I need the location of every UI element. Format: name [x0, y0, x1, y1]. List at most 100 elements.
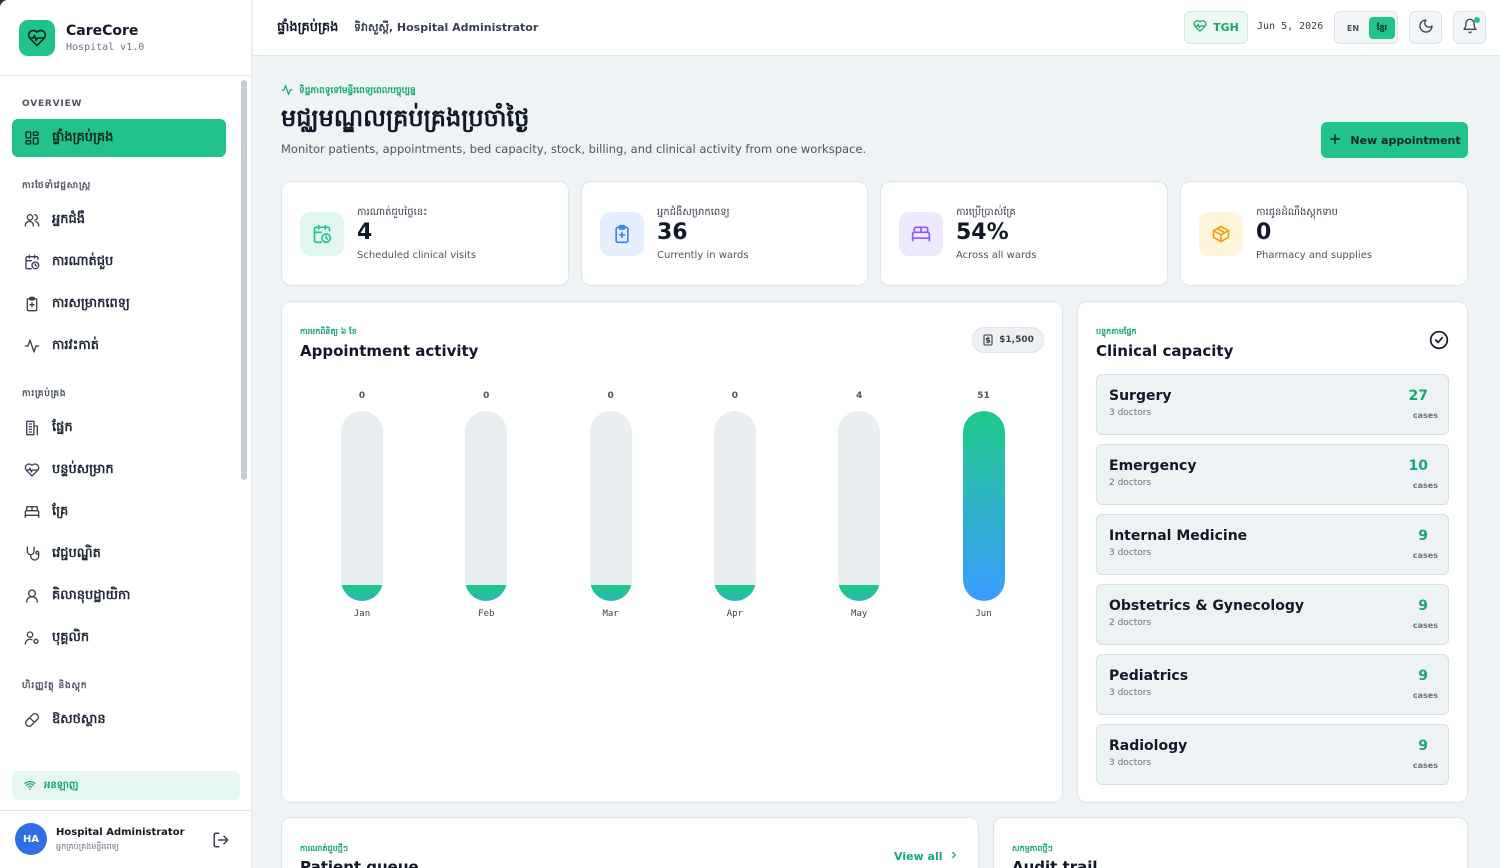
brand[interactable]: CareCore Hospital v1.0: [0, 0, 252, 76]
brand-version: Hospital v1.0: [66, 42, 145, 53]
department-row-surgery[interactable]: Surgery 3 doctors 27 cases: [1096, 374, 1449, 435]
department-doctors: 3 doctors: [1109, 758, 1152, 768]
building-icon: [23, 419, 41, 437]
bar-track[interactable]: [589, 411, 632, 601]
hospital-switcher[interactable]: TGH: [1184, 11, 1248, 44]
bar-track[interactable]: [962, 411, 1005, 601]
bar-track[interactable]: [465, 411, 508, 601]
sidebar-item-label: គិលានុបដ្ឋាយិកា: [52, 587, 131, 603]
lang-km-button[interactable]: ខ្មែរ: [1369, 17, 1395, 39]
department-count: 9: [1418, 738, 1428, 754]
online-status: អនឡាញ: [12, 771, 240, 800]
stat-value: 0: [1256, 220, 1272, 245]
bar-track[interactable]: [838, 411, 881, 601]
bar-value-label: 51: [977, 391, 990, 401]
sidebar-scrollbar-thumb[interactable]: [241, 80, 247, 480]
sidebar-item-appointments[interactable]: ការណាត់ជួប: [12, 243, 226, 281]
check-circle-icon[interactable]: [1429, 330, 1449, 350]
sidebar-item-wards[interactable]: បន្ទប់សម្រាក: [12, 451, 226, 489]
sidebar-item-staff[interactable]: បុគ្គលិក: [12, 619, 226, 657]
theme-toggle-button[interactable]: [1409, 11, 1442, 44]
notifications-button[interactable]: [1453, 11, 1486, 44]
notification-dot: [1474, 17, 1480, 23]
department-name: Emergency: [1109, 458, 1197, 474]
view-all-label: View all: [894, 850, 943, 863]
x-tick-label: May: [851, 609, 868, 619]
sidebar-item-label: បុគ្គលិក: [52, 629, 90, 645]
sidebar-item-dashboard[interactable]: ផ្ទាំងគ្រប់គ្រង: [12, 119, 226, 157]
new-appointment-button[interactable]: New appointment: [1321, 122, 1468, 158]
bar-value-label: 0: [358, 391, 366, 401]
sidebar: CareCore Hospital v1.0 OVERVIEW ផ្ទាំងគ្…: [0, 0, 252, 868]
logout-icon[interactable]: [212, 831, 230, 849]
heart-pulse-icon: [1193, 18, 1207, 37]
sidebar-item-label: អ្នកជំងឺ: [52, 211, 86, 227]
sidebar-item-doctors[interactable]: វេជ្ជបណ្ឌិត: [12, 535, 226, 573]
user-name: Hospital Administrator: [56, 827, 185, 838]
bar-value-label: 0: [607, 391, 614, 401]
page-eyebrow: ទិដ្ឋភាពទូទៅមន្ទីរពេទ្យពេលបច្ចុប្បន្ន: [281, 84, 416, 99]
department-row-emergency[interactable]: Emergency 2 doctors 10 cases: [1096, 444, 1449, 505]
sidebar-item-pharmacy[interactable]: ឱសថស្ថាន: [12, 701, 226, 739]
stat-card-admitted[interactable]: អ្នកជំងឺសម្រាកពេទ្យ 36 Currently in ward…: [581, 181, 868, 286]
activity-icon: [23, 337, 41, 355]
stat-note: Currently in wards: [657, 250, 749, 261]
department-row-radiology[interactable]: Radiology 3 doctors 9 cases: [1096, 724, 1449, 785]
bar-track[interactable]: [713, 411, 756, 601]
sidebar-item-patients[interactable]: អ្នកជំងឺ: [12, 201, 226, 239]
hospital-code: TGH: [1213, 21, 1239, 34]
x-tick-label: Apr: [726, 609, 744, 619]
calendar-clock-icon: [23, 253, 41, 271]
revenue-badge[interactable]: $1,500: [972, 327, 1044, 353]
sidebar-item-nurses[interactable]: គិលានុបដ្ឋាយិកា: [12, 577, 226, 615]
nav-section-management: ការគ្រប់គ្រង: [22, 389, 67, 399]
pill-icon: [23, 711, 41, 729]
dashboard-icon: [23, 129, 41, 147]
stat-label: ការប្រើប្រាស់គ្រែ: [956, 207, 1016, 218]
avatar[interactable]: HA: [15, 823, 47, 855]
sidebar-nav: OVERVIEW ផ្ទាំងគ្រប់គ្រង ការថែទាំវេជ្ជសា…: [0, 77, 238, 761]
bar-value-label: 0: [483, 391, 490, 401]
stat-card-bed-usage[interactable]: ការប្រើប្រាស់គ្រែ 54% Across all wards: [880, 181, 1168, 286]
stat-card-appointments[interactable]: ការណាត់ជួបថ្ងៃនេះ 4 Scheduled clinical v…: [281, 181, 569, 286]
sidebar-item-admissions[interactable]: ការសម្រាកពេទ្យ: [12, 285, 226, 323]
x-tick-label: Mar: [602, 609, 619, 619]
bell-icon: [1462, 18, 1478, 38]
card-kicker: សកម្មភាពថ្មីៗ: [1012, 844, 1053, 853]
sidebar-item-beds[interactable]: គ្រែ: [12, 493, 226, 531]
stat-note: Scheduled clinical visits: [357, 250, 477, 261]
nav-section-overview: OVERVIEW: [22, 99, 83, 109]
heart-pulse-logo-icon: [19, 20, 55, 56]
page-title: មជ្ឈមណ្ឌលគ្រប់គ្រងប្រចាំថ្ងៃ: [281, 104, 530, 132]
sidebar-item-label: ការសម្រាកពេទ្យ: [52, 295, 130, 311]
department-doctors: 3 doctors: [1109, 408, 1152, 418]
stat-card-low-stock[interactable]: ការជូនដំណឹងស្តុកទាប 0 Pharmacy and suppl…: [1180, 181, 1468, 286]
clipboard-plus-icon: [23, 295, 41, 313]
lang-en-button[interactable]: EN: [1346, 23, 1360, 33]
department-row-obstetrics[interactable]: Obstetrics & Gynecology 2 doctors 9 case…: [1096, 584, 1449, 645]
user-panel: HA Hospital Administrator អ្នកគ្រប់គ្រងម…: [0, 810, 252, 868]
bar: [838, 585, 881, 601]
moon-icon: [1418, 18, 1434, 38]
department-row-internal-medicine[interactable]: Internal Medicine 3 doctors 9 cases: [1096, 514, 1449, 575]
card-title: Clinical capacity: [1096, 342, 1234, 360]
department-unit: cases: [1412, 411, 1438, 420]
department-name: Surgery: [1109, 388, 1172, 404]
bar-track[interactable]: [341, 411, 383, 601]
sidebar-item-departments[interactable]: ផ្នែក: [12, 409, 226, 447]
stat-value: 54%: [956, 220, 1009, 245]
top-bar: ផ្ទាំងគ្រប់គ្រង ទិវាសួស្តី, Hospital Adm…: [253, 0, 1500, 56]
department-count: 27: [1408, 388, 1428, 404]
users-icon: [23, 211, 41, 229]
language-switcher: EN ខ្មែរ: [1334, 11, 1398, 44]
new-appointment-label: New appointment: [1350, 133, 1461, 147]
department-row-pediatrics[interactable]: Pediatrics 3 doctors 9 cases: [1096, 654, 1449, 715]
chevron-right-icon: [949, 850, 959, 863]
department-count: 10: [1408, 458, 1428, 474]
sidebar-item-label: ផ្ទាំងគ្រប់គ្រង: [52, 129, 114, 145]
view-all-link[interactable]: View all: [894, 850, 959, 863]
sidebar-item-label: ឱសថស្ថាន: [52, 711, 106, 727]
receipt-dollar-icon: [982, 331, 994, 350]
bed-icon: [23, 503, 41, 521]
sidebar-item-surgery[interactable]: ការវះកាត់: [12, 327, 226, 365]
